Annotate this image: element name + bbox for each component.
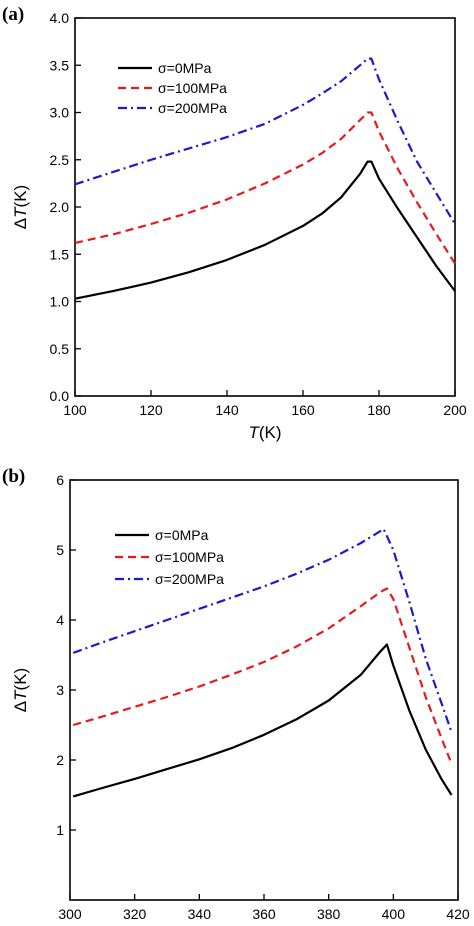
- y-axis-title-symbol: T: [11, 689, 30, 701]
- y-axis-title: ΔT(K): [11, 668, 30, 712]
- x-axis-title-unit: (K): [259, 423, 282, 442]
- y-tick-label: 3.0: [50, 105, 70, 121]
- x-tick-label: 200: [443, 402, 467, 418]
- y-axis-title-unit: (K): [11, 185, 30, 208]
- y-tick-label: 0.0: [50, 388, 70, 404]
- y-axis-title-delta: Δ: [11, 218, 30, 229]
- y-axis-title-symbol: T: [11, 206, 30, 218]
- legend-label-0: σ=0MPa: [158, 60, 212, 76]
- x-tick-label: 400: [382, 906, 406, 922]
- y-axis-title-delta: Δ: [11, 701, 30, 712]
- y-tick-label: 1: [56, 822, 64, 838]
- panel-label: (b): [2, 466, 25, 487]
- series-line-1: [74, 111, 456, 265]
- x-tick-label: 320: [123, 906, 147, 922]
- legend-label-1: σ=100MPa: [158, 80, 227, 96]
- panel-b: (b) 300 320 340 360 380 400 420 1 2 3 4 5 6 T(K)ΔT(K) σ…: [2, 466, 470, 922]
- x-tick-label: 160: [291, 402, 315, 418]
- y-tick-label: 2.0: [50, 199, 70, 215]
- series-line-2: [74, 57, 456, 225]
- series-line-0: [74, 160, 456, 300]
- series-line-1: [72, 587, 453, 764]
- x-tick-label: 360: [252, 906, 276, 922]
- y-tick-label: 3: [56, 682, 64, 698]
- y-tick-label: 2.5: [50, 152, 70, 168]
- legend-label-2: σ=200MPa: [158, 100, 227, 116]
- x-tick-label: 180: [367, 402, 391, 418]
- x-tick-label: 380: [317, 906, 341, 922]
- series-line-0: [72, 643, 453, 798]
- y-tick-label: 4.0: [50, 10, 70, 26]
- x-tick-label: 100: [63, 402, 87, 418]
- y-axis-title-unit: (K): [11, 668, 30, 691]
- series-line-2: [72, 527, 453, 733]
- x-tick-label: 420: [446, 906, 470, 922]
- plot-frame: [69, 479, 459, 901]
- x-axis-title: T(K): [248, 423, 281, 442]
- y-tick-label: 1.0: [50, 294, 70, 310]
- legend-label-1: σ=100MPa: [155, 549, 224, 565]
- y-tick-label: 6: [56, 472, 64, 488]
- x-tick-label: 340: [188, 906, 212, 922]
- y-tick-label: 5: [56, 542, 64, 558]
- y-tick-label: 1.5: [50, 246, 70, 262]
- panel-a: (a) 100 120 140 160 180 200 0.0 0.5 1.0 1.5 2.0 2.5 3…: [2, 4, 467, 442]
- panel-label: (a): [2, 4, 24, 25]
- y-tick-label: 4: [56, 612, 64, 628]
- legend-label-2: σ=200MPa: [155, 571, 224, 587]
- y-tick-label: 2: [56, 752, 64, 768]
- x-axis-title-symbol: T: [248, 423, 260, 442]
- x-tick-label: 300: [58, 906, 82, 922]
- x-tick-label: 140: [215, 402, 239, 418]
- y-axis-title: ΔT(K): [11, 185, 30, 229]
- y-tick-label: 0.5: [50, 341, 70, 357]
- x-tick-label: 120: [139, 402, 163, 418]
- legend-label-0: σ=0MPa: [155, 527, 209, 543]
- y-tick-label: 3.5: [50, 57, 70, 73]
